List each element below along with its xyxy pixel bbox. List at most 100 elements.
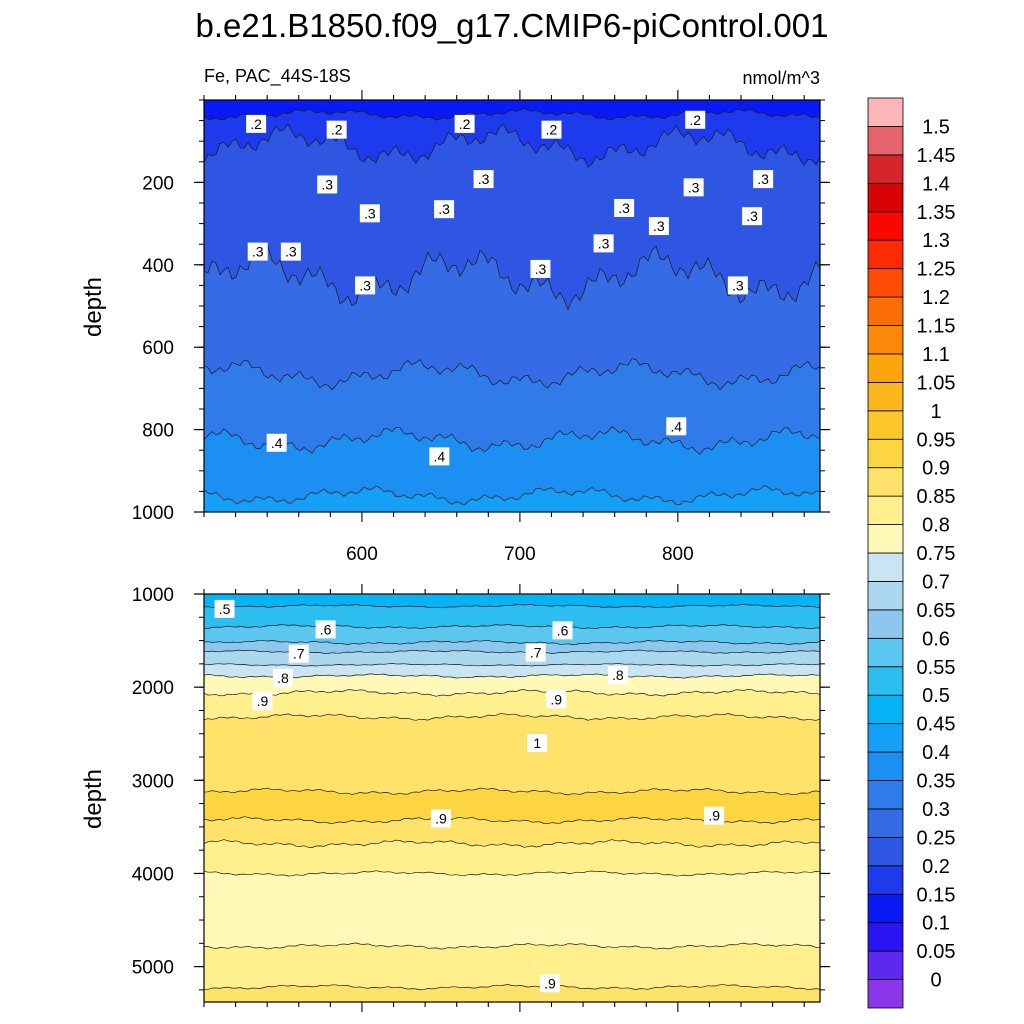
contour-label: .8 — [272, 668, 293, 687]
contour-label: .2 — [541, 120, 562, 139]
colorbar-swatch — [867, 524, 904, 554]
y-tick-label: 5000 — [132, 958, 174, 979]
svg-text:.3: .3 — [598, 235, 610, 251]
contour-line — [204, 839, 820, 848]
colorbar-swatch — [867, 410, 904, 440]
colorbar-label: 0.65 — [917, 600, 956, 622]
svg-text:.3: .3 — [438, 201, 450, 217]
contour-label: .2 — [454, 114, 475, 133]
colorbar-label: 0.7 — [922, 571, 950, 593]
contour-label: .3 — [280, 242, 301, 261]
svg-text:.4: .4 — [670, 418, 682, 434]
contour-line — [204, 245, 820, 311]
svg-text:.3: .3 — [364, 205, 376, 221]
colorbar: 0 0.05 0.1 0.15 0.2 0.25 0.3 0.35 0.4 0.45 0.5 0.55… — [867, 97, 956, 1009]
colorbar-label: 0 — [930, 970, 941, 992]
colorbar-swatch — [867, 780, 904, 810]
y-tick-label: 3000 — [132, 771, 174, 792]
colorbar-label: 1.25 — [917, 259, 956, 281]
colorbar-swatch — [867, 381, 904, 412]
svg-text:.3: .3 — [359, 277, 371, 293]
chart-title: b.e21.B1850.f09_g17.CMIP6-piControl.001 — [196, 7, 829, 44]
contour-label: .3 — [648, 217, 669, 236]
contour-label: .7 — [525, 643, 546, 662]
colorbar-swatch — [867, 922, 904, 952]
upper-y-axis-label: depth — [80, 277, 107, 337]
contour-line — [204, 123, 820, 168]
contour-label: .3 — [473, 170, 494, 189]
contour-line — [204, 603, 820, 609]
contour-line — [204, 984, 820, 991]
contour-line — [204, 688, 820, 697]
colorbar-label: 1.4 — [922, 173, 950, 195]
colorbar-swatch — [867, 893, 904, 924]
contour-band — [204, 984, 820, 1002]
contour-label: .5 — [214, 599, 235, 618]
contour-label: .4 — [266, 433, 287, 452]
colorbar-label: 0.2 — [922, 856, 950, 878]
svg-text:.9: .9 — [435, 810, 447, 826]
contour-label: .3 — [727, 276, 748, 295]
colorbar-swatch — [867, 609, 904, 639]
colorbar-label: 1.15 — [917, 316, 956, 338]
svg-text:.8: .8 — [612, 667, 624, 683]
contour-label: .9 — [430, 809, 451, 828]
colorbar-swatch — [867, 97, 904, 127]
y-tick-label: 600 — [142, 338, 174, 359]
lower-panel: .5.6.6.7.7.8.8.9.91.9.9.9100020003000400… — [132, 584, 830, 1012]
svg-text:.3: .3 — [252, 244, 264, 260]
y-tick-label: 400 — [142, 256, 174, 277]
svg-text:.2: .2 — [250, 116, 262, 132]
svg-text:.2: .2 — [459, 116, 471, 132]
svg-text:.5: .5 — [219, 601, 231, 617]
colorbar-label: 0.15 — [917, 884, 956, 906]
contour-label: .6 — [315, 620, 336, 639]
colorbar-label: 0.3 — [922, 799, 950, 821]
svg-text:.3: .3 — [535, 261, 547, 277]
contour-line — [204, 673, 820, 679]
contour-label: .7 — [288, 644, 309, 663]
x-tick-label: 600 — [346, 544, 378, 565]
svg-text:.3: .3 — [746, 208, 758, 224]
svg-text:.9: .9 — [550, 691, 562, 707]
colorbar-swatch — [867, 126, 904, 156]
lower-y-axis-label: depth — [80, 769, 107, 829]
contour-band — [204, 426, 820, 512]
colorbar-label: 1 — [930, 401, 941, 423]
colorbar-swatch — [867, 694, 904, 725]
colorbar-label: 0.1 — [922, 913, 950, 935]
upper-panel: .2 .2 .2 .2 .2 .3 .3 .3 .3 .3 .3 .3 .3 .3 .3 .3 .3 .3 .3 .3… — [132, 90, 830, 565]
colorbar-swatch — [867, 353, 904, 383]
svg-text:.7: .7 — [293, 646, 305, 662]
svg-text:.4: .4 — [433, 448, 445, 464]
colorbar-label: 0.45 — [917, 714, 956, 736]
contour-label: .4 — [429, 447, 450, 466]
colorbar-swatch — [867, 268, 904, 298]
svg-text:.3: .3 — [478, 171, 490, 187]
contour-label: .6 — [552, 621, 573, 640]
contour-line — [204, 870, 820, 877]
contour-label: .9 — [539, 974, 560, 993]
contour-label: .2 — [326, 120, 347, 139]
colorbar-label: 0.35 — [917, 771, 956, 793]
colorbar-label: 0.85 — [917, 486, 956, 508]
contour-label: .3 — [593, 234, 614, 253]
colorbar-swatch — [867, 495, 904, 525]
upper-plot-area — [204, 100, 820, 512]
y-tick-label: 1000 — [132, 585, 174, 606]
colorbar-swatch — [867, 467, 904, 497]
y-tick-label: 200 — [142, 173, 174, 194]
contour-label: .3 — [434, 200, 455, 219]
svg-text:.3: .3 — [688, 179, 700, 195]
contour-label: .9 — [546, 690, 567, 709]
lower-frame — [203, 593, 821, 1003]
lower-plot-area — [204, 594, 820, 1002]
svg-text:.4: .4 — [271, 435, 283, 451]
contour-line — [204, 639, 820, 645]
contour-line — [204, 485, 820, 506]
x-tick-label: 700 — [504, 544, 536, 565]
colorbar-label: 0.95 — [917, 429, 956, 451]
svg-text:.9: .9 — [708, 808, 720, 824]
colorbar-label: 0.4 — [922, 742, 950, 764]
